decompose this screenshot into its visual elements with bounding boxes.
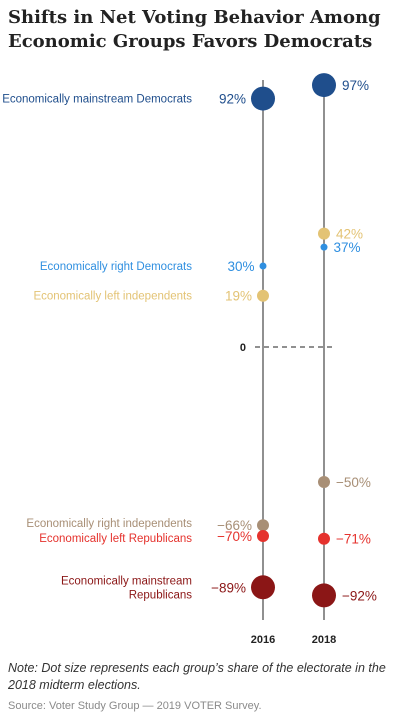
- x-tick-label-2016: 2016: [251, 634, 275, 646]
- chart-title: Shifts in Net Voting Behavior Among Econ…: [8, 7, 381, 52]
- value-label-3-2016: −66%: [217, 518, 252, 533]
- series-name-3: Economically right independents: [26, 518, 192, 530]
- chart-source: Source: Voter Study Group — 2019 VOTER S…: [8, 700, 262, 712]
- value-label-5-2018: −92%: [342, 588, 377, 603]
- series-name-5: Economically mainstream Republicans: [61, 575, 192, 601]
- value-label-0-2016: 92%: [219, 92, 246, 107]
- value-label-1-2018: 37%: [334, 240, 361, 255]
- data-point-5-2018: [312, 583, 336, 608]
- value-label-3-2018: −50%: [336, 475, 371, 490]
- series-name-4: Economically left Republicans: [39, 533, 192, 545]
- series-name-1: Economically right Democrats: [40, 261, 192, 273]
- x-tick-label-2018: 2018: [312, 634, 336, 646]
- chart-note: Note: Dot size represents each group’s s…: [8, 661, 386, 692]
- data-point-1-2018: [320, 243, 328, 251]
- chart-plot: 0 2016 2018 92% 97% Economically mainstream D…: [2, 73, 377, 646]
- zero-label: 0: [240, 342, 246, 354]
- data-point-2-2016: [257, 289, 269, 302]
- data-point-4-2018: [318, 532, 330, 545]
- data-point-0-2018: [312, 73, 336, 98]
- data-point-5-2016: [251, 575, 275, 600]
- value-label-2-2018: 42%: [336, 227, 363, 242]
- series-name-0: Economically mainstream Democrats: [2, 94, 192, 106]
- value-label-5-2016: −89%: [211, 580, 246, 595]
- value-label-1-2016: 30%: [227, 259, 254, 274]
- data-point-4-2016: [257, 530, 269, 542]
- data-point-3-2018: [318, 476, 330, 488]
- value-label-0-2018: 97%: [342, 78, 369, 93]
- data-point-0-2016: [251, 86, 275, 111]
- value-label-4-2018: −71%: [336, 532, 371, 547]
- value-label-4-2016: −70%: [217, 529, 252, 544]
- data-point-1-2016: [259, 262, 267, 270]
- value-label-2-2016: 19%: [225, 289, 252, 304]
- data-point-3-2016: [257, 519, 269, 532]
- data-point-2-2018: [318, 227, 330, 240]
- series-name-2: Economically left independents: [33, 291, 192, 303]
